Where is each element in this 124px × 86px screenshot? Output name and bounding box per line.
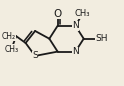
Text: N: N: [72, 47, 79, 56]
Text: CH₃: CH₃: [75, 9, 90, 18]
Text: O: O: [53, 9, 62, 19]
Text: CH₃: CH₃: [4, 45, 18, 53]
Text: SH: SH: [96, 34, 108, 43]
Text: CH₂: CH₂: [2, 32, 16, 41]
Text: S: S: [32, 51, 38, 60]
Text: N: N: [72, 21, 79, 30]
